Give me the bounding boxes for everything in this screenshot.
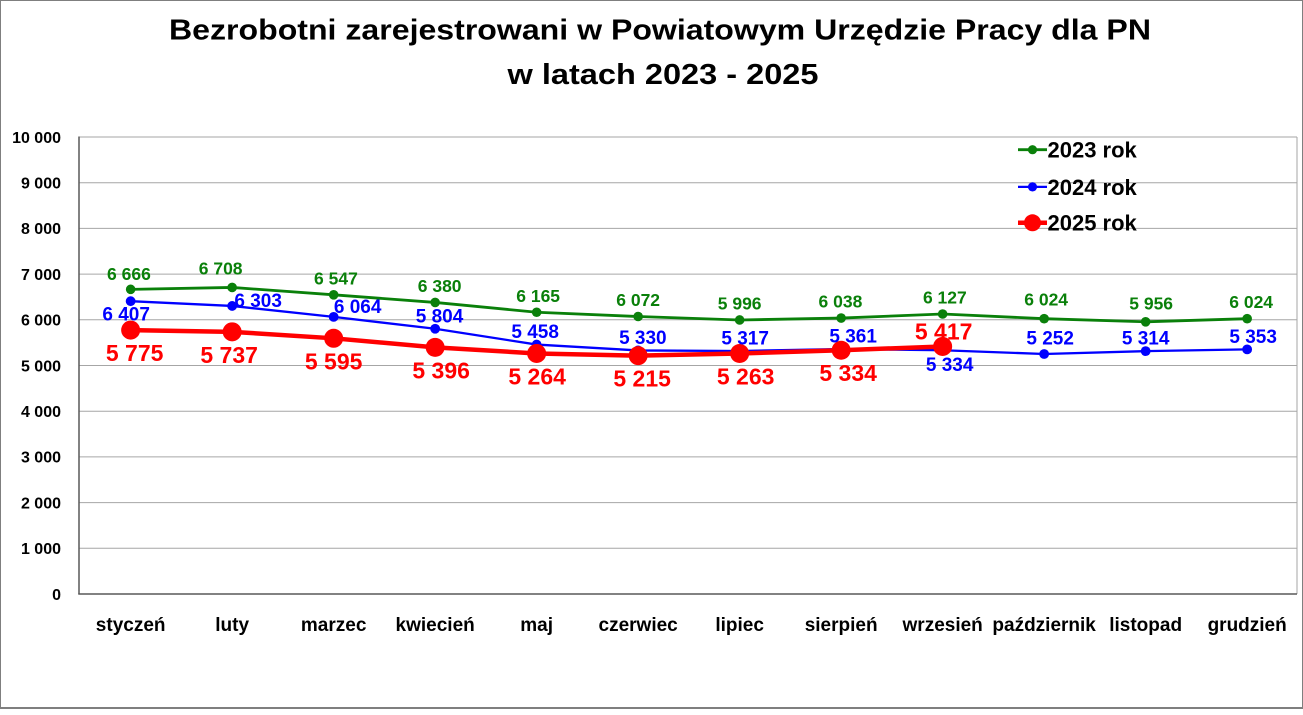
svg-text:5 396: 5 396 bbox=[412, 357, 470, 383]
svg-text:czerwiec: czerwiec bbox=[599, 615, 679, 636]
svg-text:w latach 2023 - 2025: w latach 2023 - 2025 bbox=[506, 59, 818, 91]
svg-text:7 000: 7 000 bbox=[21, 267, 61, 284]
svg-text:październik: październik bbox=[992, 615, 1096, 636]
svg-text:5 330: 5 330 bbox=[619, 328, 667, 349]
svg-text:5 334: 5 334 bbox=[819, 360, 877, 386]
svg-text:kwiecień: kwiecień bbox=[396, 615, 475, 636]
svg-text:9 000: 9 000 bbox=[21, 176, 61, 193]
svg-text:grudzień: grudzień bbox=[1208, 615, 1287, 636]
svg-text:5 775: 5 775 bbox=[106, 340, 164, 366]
svg-text:6 038: 6 038 bbox=[819, 292, 863, 312]
svg-text:lipiec: lipiec bbox=[715, 615, 764, 636]
svg-text:4 000: 4 000 bbox=[21, 404, 61, 421]
svg-text:2023 rok: 2023 rok bbox=[1048, 138, 1138, 163]
svg-text:1 000: 1 000 bbox=[21, 541, 61, 558]
svg-text:6 407: 6 407 bbox=[102, 305, 150, 326]
svg-text:5 317: 5 317 bbox=[721, 329, 769, 350]
svg-text:maj: maj bbox=[520, 615, 553, 636]
svg-text:5 595: 5 595 bbox=[305, 348, 363, 374]
svg-text:luty: luty bbox=[215, 615, 249, 636]
svg-text:5 804: 5 804 bbox=[416, 306, 464, 327]
svg-text:5 264: 5 264 bbox=[508, 363, 566, 389]
svg-text:6 708: 6 708 bbox=[199, 258, 243, 278]
svg-text:6 303: 6 303 bbox=[234, 291, 282, 312]
svg-text:5 215: 5 215 bbox=[613, 366, 671, 392]
svg-text:6 024: 6 024 bbox=[1229, 292, 1273, 312]
svg-text:5 353: 5 353 bbox=[1229, 327, 1277, 348]
svg-text:2 000: 2 000 bbox=[21, 495, 61, 512]
svg-text:5 361: 5 361 bbox=[829, 327, 877, 348]
svg-text:styczeń: styczeń bbox=[96, 615, 166, 636]
svg-text:6 024: 6 024 bbox=[1024, 290, 1068, 310]
svg-text:Bezrobotni zarejestrowani w Po: Bezrobotni zarejestrowani w Powiatowym U… bbox=[169, 15, 1151, 47]
svg-text:6 666: 6 666 bbox=[107, 264, 151, 284]
svg-text:6 000: 6 000 bbox=[21, 313, 61, 330]
svg-text:5 737: 5 737 bbox=[200, 342, 258, 368]
svg-text:5 996: 5 996 bbox=[718, 293, 762, 313]
svg-text:5 334: 5 334 bbox=[926, 355, 974, 376]
svg-text:5 000: 5 000 bbox=[21, 358, 61, 375]
svg-text:10 000: 10 000 bbox=[12, 130, 61, 147]
svg-text:sierpień: sierpień bbox=[805, 615, 878, 636]
svg-text:5 252: 5 252 bbox=[1026, 328, 1074, 349]
svg-text:0: 0 bbox=[52, 587, 61, 604]
svg-text:wrzesień: wrzesień bbox=[902, 615, 983, 636]
svg-text:3 000: 3 000 bbox=[21, 450, 61, 467]
svg-text:6 165: 6 165 bbox=[516, 286, 560, 306]
svg-text:6 547: 6 547 bbox=[314, 268, 358, 288]
svg-text:6 127: 6 127 bbox=[923, 288, 967, 308]
svg-text:5 314: 5 314 bbox=[1122, 329, 1170, 350]
svg-text:5 956: 5 956 bbox=[1129, 293, 1173, 313]
svg-text:listopad: listopad bbox=[1109, 615, 1182, 636]
svg-text:2025 rok: 2025 rok bbox=[1048, 211, 1138, 236]
svg-text:5 458: 5 458 bbox=[511, 322, 559, 343]
svg-text:5 417: 5 417 bbox=[915, 318, 973, 344]
svg-text:2024 rok: 2024 rok bbox=[1048, 175, 1138, 200]
svg-text:6 064: 6 064 bbox=[334, 297, 382, 318]
svg-text:marzec: marzec bbox=[301, 615, 367, 636]
svg-text:6 380: 6 380 bbox=[418, 276, 462, 296]
svg-text:8 000: 8 000 bbox=[21, 221, 61, 238]
svg-text:6 072: 6 072 bbox=[616, 290, 660, 310]
svg-text:5 263: 5 263 bbox=[717, 363, 775, 389]
